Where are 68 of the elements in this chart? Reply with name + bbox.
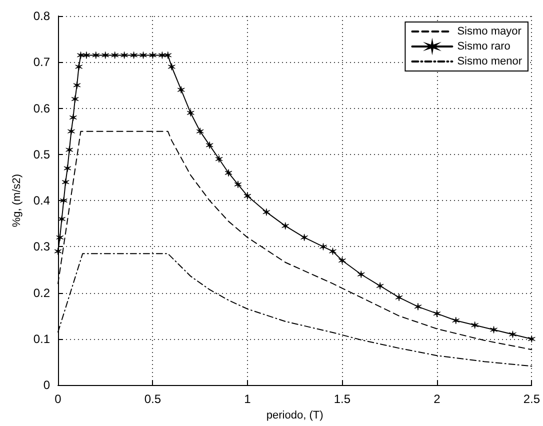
point	[60, 196, 68, 204]
point	[196, 128, 204, 136]
point	[102, 51, 110, 59]
point	[234, 180, 242, 188]
point	[244, 192, 252, 200]
point	[62, 178, 70, 186]
point	[54, 248, 62, 256]
point	[206, 141, 214, 149]
x-tick-label: 1.5	[334, 392, 351, 406]
legend-label: Sismo menor	[457, 56, 522, 68]
point	[140, 51, 148, 59]
legend-label: Sismo mayor	[457, 26, 522, 38]
x-tick-label: 0.5	[144, 392, 162, 406]
point	[357, 270, 365, 278]
y-axis-title: %g, (m/s2)	[10, 174, 23, 228]
y-tick-label: 0.1	[33, 332, 50, 346]
point	[158, 51, 166, 59]
y-tick-label: 0.8	[33, 9, 50, 23]
y-tick-label: 0.7	[33, 55, 50, 70]
point	[177, 86, 185, 94]
point	[320, 242, 327, 250]
point	[471, 321, 479, 329]
point	[92, 51, 100, 59]
point	[69, 114, 77, 122]
point	[282, 222, 290, 230]
point	[168, 63, 176, 70]
point	[452, 316, 460, 324]
y-tick-label: 0.4	[33, 194, 50, 208]
point	[73, 81, 81, 89]
point	[148, 51, 156, 59]
point	[68, 128, 76, 136]
x-tick-label: 1	[244, 392, 252, 406]
point	[490, 326, 498, 334]
point	[71, 95, 79, 103]
point	[82, 51, 90, 59]
y-tick-label: 0.6	[33, 101, 50, 116]
point	[75, 63, 83, 70]
point	[58, 215, 66, 223]
point	[56, 234, 64, 242]
point	[508, 330, 516, 338]
point	[338, 256, 346, 264]
x-tick-label: 2	[434, 392, 441, 406]
point	[328, 248, 336, 256]
point	[130, 51, 138, 59]
point	[528, 335, 536, 343]
y-tick-label: 0	[43, 378, 50, 392]
point	[395, 294, 403, 302]
y-tick-label: 0.2	[33, 286, 50, 300]
point	[224, 169, 232, 177]
point	[414, 302, 422, 310]
point	[64, 164, 72, 172]
y-tick-label: 0.3	[33, 240, 50, 254]
legend-label: Sismo raro	[457, 40, 510, 52]
point	[376, 282, 384, 290]
x-tick-label: 2.5	[523, 392, 540, 406]
point	[76, 51, 84, 59]
point	[262, 208, 270, 216]
point	[120, 51, 128, 59]
x-axis-title: periodo, (T)	[266, 410, 324, 422]
x-tick-label: 0	[54, 392, 62, 406]
point	[111, 51, 119, 59]
point	[300, 234, 308, 242]
point	[186, 109, 194, 117]
point	[215, 155, 223, 163]
point	[66, 146, 74, 154]
point	[164, 51, 172, 59]
point	[433, 310, 441, 318]
y-tick-label: 0.5	[33, 147, 50, 162]
